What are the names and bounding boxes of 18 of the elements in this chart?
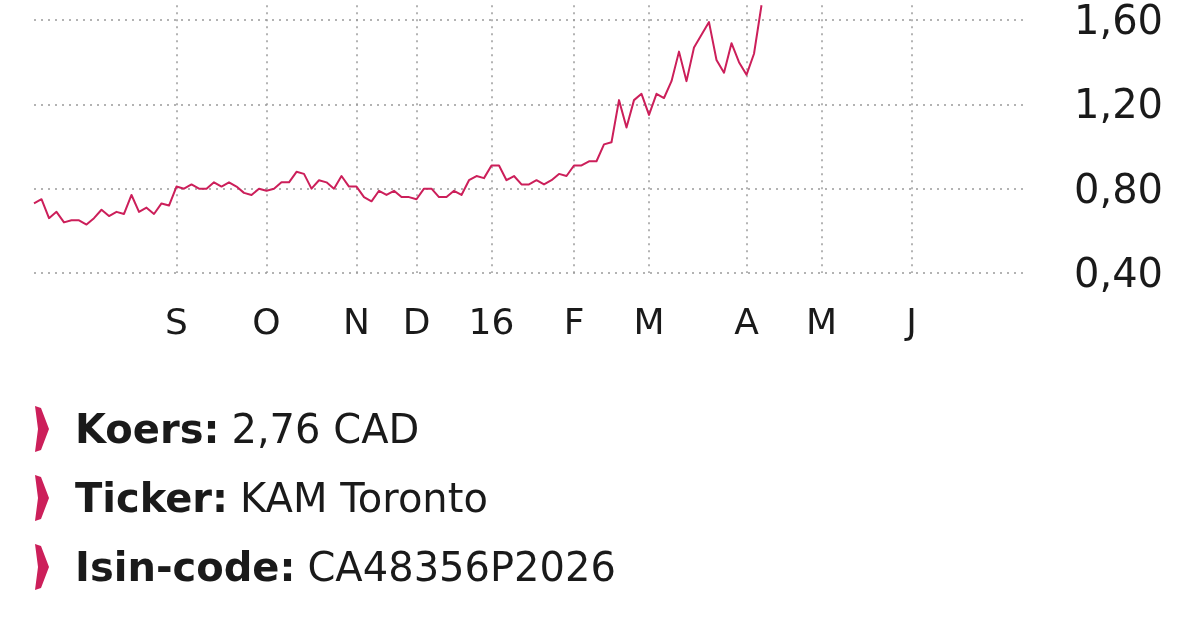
y-tick-label: 1,60 [1074, 0, 1164, 43]
x-tick-label: F [563, 300, 585, 342]
text: Isin-code: CA48356P2026 [75, 543, 616, 590]
x-tick-label: J [904, 300, 917, 342]
x-tick-label: 16 [468, 300, 515, 342]
x-tick-label: A [734, 300, 760, 342]
x-tick-label: O [252, 300, 281, 342]
x-tick-label: M [633, 300, 665, 342]
text: Koers: 2,76 CAD [75, 405, 420, 452]
x-tick-label: D [402, 300, 431, 342]
y-tick-label: 1,20 [1074, 81, 1164, 128]
text: Ticker: KAM Toronto [75, 474, 488, 521]
x-tick-label: M [805, 300, 838, 342]
x-tick-label: N [343, 300, 370, 342]
y-tick-label: 0,80 [1074, 165, 1164, 212]
y-tick-label: 0,40 [1074, 250, 1164, 296]
line-series [33, 4, 763, 226]
x-tick-label: S [165, 300, 188, 342]
